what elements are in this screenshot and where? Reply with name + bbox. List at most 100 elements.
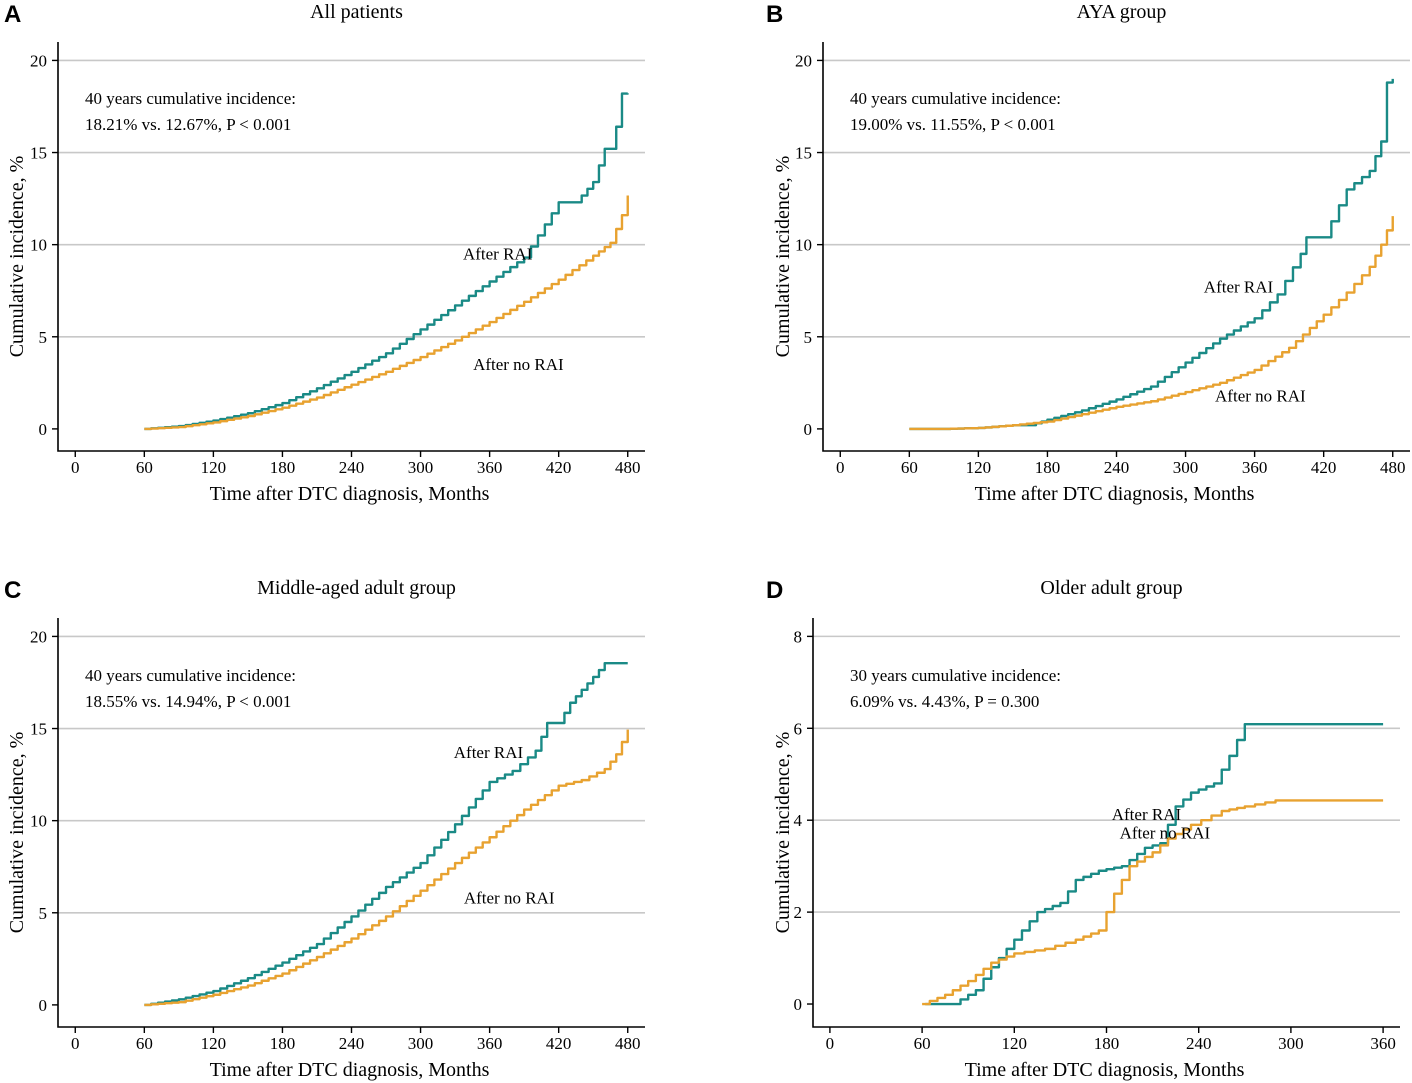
annotation-line: 6.09% vs. 4.43%, P = 0.300 (850, 692, 1039, 711)
x-tick-label: 0 (71, 1034, 80, 1053)
series-label: After RAI (463, 244, 533, 263)
x-tick-label: 360 (477, 1034, 503, 1053)
y-tick-label: 5 (804, 328, 813, 347)
x-tick-label: 60 (914, 1034, 931, 1053)
y-axis-label: Cumulative incidence, % (6, 732, 28, 934)
x-tick-label: 240 (339, 458, 365, 477)
annotation-line: 19.00% vs. 11.55%, P < 0.001 (850, 115, 1056, 134)
panel-letter: C (4, 577, 21, 604)
panel-b: 0 5 10 15 20 0 60 120 180 240 300 360 420 480 B AYA gro… (766, 1, 1410, 505)
x-tick-label: 180 (270, 1034, 296, 1053)
x-tick-label: 420 (1311, 458, 1337, 477)
y-tick-label: 10 (30, 812, 47, 831)
x-tick-label: 0 (71, 458, 80, 477)
y-tick-label: 6 (794, 719, 803, 738)
panel-title: Older adult group (1040, 577, 1182, 599)
y-tick-label: 5 (39, 328, 48, 347)
x-tick-label: 300 (1173, 458, 1199, 477)
annotation-line: 40 years cumulative incidence: (850, 89, 1061, 108)
panel-a: 0 5 10 15 20 0 60 120 180 240 300 360 420 480 A All pat… (4, 1, 645, 505)
x-tick-label: 0 (836, 458, 845, 477)
y-tick-label: 5 (39, 904, 48, 923)
x-tick-label: 420 (546, 1034, 572, 1053)
x-tick-label: 360 (477, 458, 503, 477)
y-tick-label: 2 (794, 903, 803, 922)
y-tick-label: 0 (804, 420, 813, 439)
x-tick-label: 300 (1278, 1034, 1304, 1053)
x-tick-label: 180 (270, 458, 296, 477)
x-tick-label: 0 (826, 1034, 835, 1053)
series-label: After no RAI (464, 889, 555, 908)
y-tick-label: 15 (795, 144, 812, 163)
x-tick-label: 480 (1380, 458, 1406, 477)
axes (812, 618, 1400, 1028)
x-tick-label: 240 (339, 1034, 365, 1053)
y-axis-label: Cumulative incidence, % (772, 732, 794, 934)
panel-letter: A (4, 1, 21, 28)
x-tick-label: 180 (1035, 458, 1061, 477)
series-label: After no RAI (1120, 824, 1211, 843)
series-label: After RAI (1112, 805, 1182, 824)
y-tick-label: 10 (30, 236, 47, 255)
y-tick-label: 15 (30, 144, 47, 163)
y-axis-label: Cumulative incidence, % (772, 156, 794, 358)
series-line-after-no-rai (909, 216, 1394, 431)
x-tick-label: 240 (1104, 458, 1130, 477)
x-tick-label: 480 (615, 1034, 641, 1053)
axes (57, 42, 645, 452)
y-tick-label: 20 (30, 627, 47, 646)
x-tick-label: 60 (136, 458, 153, 477)
panel-title: All patients (310, 1, 403, 23)
x-tick-label: 300 (408, 1034, 434, 1053)
x-tick-label: 300 (408, 458, 434, 477)
annotation-line: 18.55% vs. 14.94%, P < 0.001 (85, 692, 291, 711)
series-label: After no RAI (1215, 386, 1306, 405)
y-tick-label: 20 (30, 51, 47, 70)
x-tick-label: 60 (136, 1034, 153, 1053)
x-tick-label: 360 (1370, 1034, 1396, 1053)
series-label: After RAI (1204, 278, 1274, 297)
x-axis-label: Time after DTC diagnosis, Months (210, 1059, 490, 1081)
series-line-after-rai (144, 92, 629, 431)
x-tick-label: 120 (966, 458, 992, 477)
x-tick-label: 420 (546, 458, 572, 477)
y-axis-label: Cumulative incidence, % (6, 156, 28, 358)
y-tick-label: 20 (795, 51, 812, 70)
annotation-line: 40 years cumulative incidence: (85, 666, 296, 685)
y-tick-label: 0 (39, 420, 48, 439)
y-tick-label: 0 (39, 996, 48, 1015)
axes (822, 42, 1410, 452)
x-axis-label: Time after DTC diagnosis, Months (975, 483, 1255, 505)
x-tick-label: 480 (615, 458, 641, 477)
y-tick-label: 10 (795, 236, 812, 255)
x-tick-label: 120 (201, 1034, 227, 1053)
series-line-after-no-rai (144, 195, 629, 431)
series-label: After RAI (454, 743, 524, 762)
x-tick-label: 240 (1186, 1034, 1212, 1053)
panel-title: Middle-aged adult group (257, 577, 456, 599)
axes (57, 618, 645, 1028)
annotation-line: 40 years cumulative incidence: (85, 89, 296, 108)
panel-c: 0 5 10 15 20 0 60 120 180 240 300 360 420 480 C Middle-… (4, 577, 645, 1081)
y-tick-label: 8 (794, 627, 803, 646)
annotation-line: 30 years cumulative incidence: (850, 666, 1061, 685)
x-tick-label: 60 (901, 458, 918, 477)
panel-letter: B (766, 1, 783, 28)
series-line-after-no-rai (922, 799, 1384, 1006)
x-axis-label: Time after DTC diagnosis, Months (965, 1059, 1245, 1081)
series-line-after-rai (925, 722, 1384, 1006)
series-line-after-rai (144, 661, 628, 1007)
x-tick-label: 120 (1002, 1034, 1028, 1053)
y-tick-label: 15 (30, 720, 47, 739)
x-tick-label: 180 (1094, 1034, 1120, 1053)
y-tick-label: 4 (794, 811, 803, 830)
panel-d: 0 2 4 6 8 0 60 120 180 240 300 360 D Older adult grou… (766, 577, 1400, 1081)
series-label: After no RAI (473, 355, 564, 374)
y-tick-label: 0 (794, 995, 803, 1014)
series-line-after-no-rai (144, 729, 629, 1007)
panel-letter: D (766, 577, 783, 604)
annotation-line: 18.21% vs. 12.67%, P < 0.001 (85, 115, 291, 134)
x-axis-label: Time after DTC diagnosis, Months (210, 483, 490, 505)
x-tick-label: 120 (201, 458, 227, 477)
